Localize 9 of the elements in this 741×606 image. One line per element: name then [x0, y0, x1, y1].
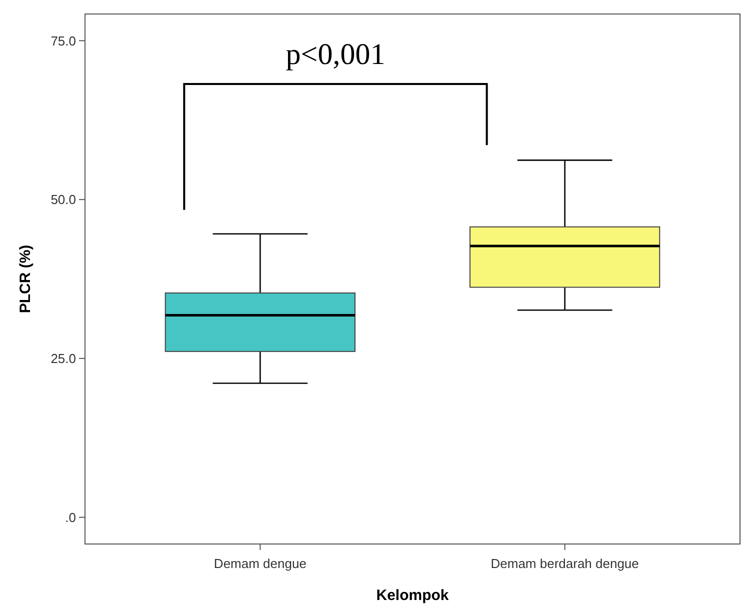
- y-tick-label: 50.0: [50, 192, 76, 208]
- x-tick-label: Demam dengue: [214, 556, 306, 571]
- y-tick-label: .0: [65, 510, 76, 525]
- y-tick-label: 25.0: [50, 350, 76, 366]
- x-tick-label: Demam berdarah dengue: [490, 556, 639, 571]
- x-axis-title: Kelompok: [376, 587, 450, 604]
- annotation: p<0,001: [286, 38, 386, 71]
- y-axis-title: PLCR (%): [17, 244, 34, 314]
- y-tick-label: 75.0: [50, 33, 76, 48]
